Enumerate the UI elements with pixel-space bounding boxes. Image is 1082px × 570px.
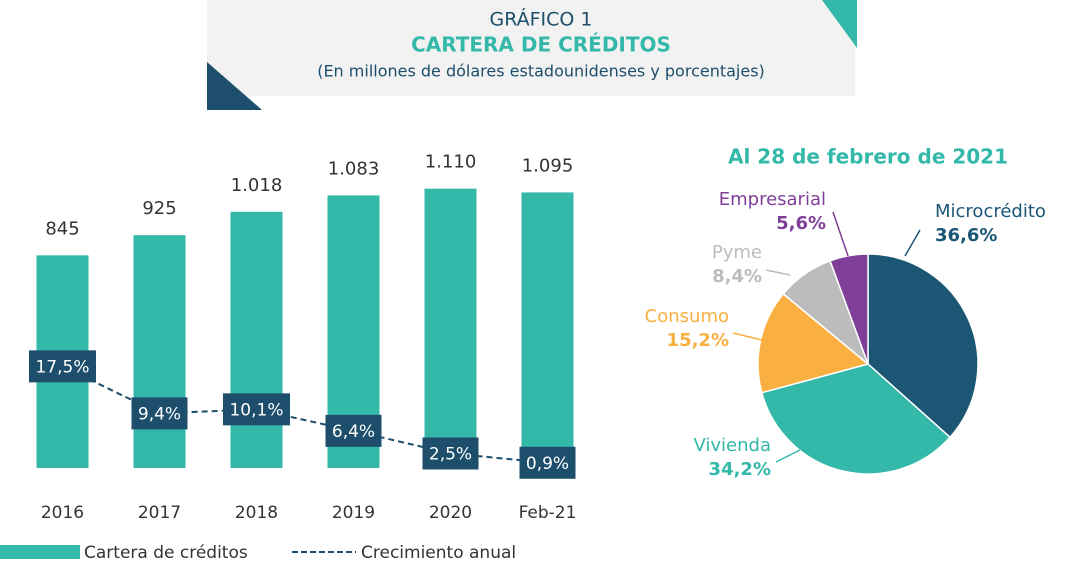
bar — [521, 192, 574, 469]
growth-label-box — [519, 446, 576, 479]
bar-label: 845 — [45, 218, 79, 239]
bar-label: 1.083 — [328, 158, 380, 179]
growth-label: 17,5% — [35, 357, 89, 377]
slice-name: Vivienda — [693, 435, 771, 456]
growth-label-box — [131, 397, 188, 430]
bar-label: 1.095 — [522, 155, 574, 176]
pie-slice — [829, 253, 869, 365]
x-tick-label: 2020 — [429, 503, 472, 523]
leader-line — [832, 211, 849, 257]
leader-line — [732, 332, 763, 341]
bar — [230, 211, 283, 468]
growth-label-box — [29, 350, 96, 383]
x-tick-label: 2019 — [332, 503, 375, 523]
growth-label-box — [422, 437, 479, 470]
slice-name: Empresarial — [719, 189, 826, 210]
bar — [133, 235, 186, 468]
growth-label-box — [223, 393, 290, 426]
leader-line — [904, 229, 921, 257]
x-tick-label: 2016 — [41, 503, 84, 523]
pie-slice — [760, 363, 952, 475]
pie-slice — [867, 253, 979, 439]
bar-label: 1.110 — [425, 152, 477, 173]
slice-name: Microcrédito — [935, 201, 1046, 222]
legend-swatch — [0, 545, 80, 559]
bar-label: 1.018 — [231, 175, 283, 196]
growth-label: 10,1% — [229, 400, 283, 420]
x-tick-label: 2017 — [138, 503, 181, 523]
slice-name: Consumo — [645, 306, 729, 327]
bar — [424, 188, 477, 468]
bar-label: 925 — [142, 198, 176, 219]
slice-label: 15,2% — [667, 330, 729, 351]
growth-label: 0,9% — [526, 454, 569, 474]
leader-line — [765, 269, 791, 276]
growth-label-box — [325, 414, 382, 447]
header-box — [207, 0, 855, 96]
growth-label: 9,4% — [138, 404, 181, 424]
legend-label: Cartera de créditos — [84, 543, 248, 563]
growth-label: 2,5% — [429, 444, 472, 464]
x-tick-label: 2018 — [235, 503, 278, 523]
leader-line — [775, 449, 801, 463]
growth-label: 6,4% — [332, 422, 375, 442]
slice-label: 8,4% — [712, 266, 762, 287]
header-subtitle: (En millones de dólares estadounidenses … — [317, 62, 765, 81]
slice-label: 5,6% — [776, 213, 826, 234]
pie-slice — [757, 292, 870, 394]
slice-name: Pyme — [712, 242, 762, 263]
legend-label: Crecimiento anual — [361, 543, 516, 563]
header-label: GRÁFICO 1 — [489, 8, 592, 31]
header-title: CARTERA DE CRÉDITOS — [411, 33, 671, 57]
slice-label: 36,6% — [935, 225, 997, 246]
header-decor — [822, 0, 857, 48]
x-tick-label: Feb-21 — [519, 503, 577, 523]
pie-title: Al 28 de febrero de 2021 — [728, 145, 1008, 169]
slice-label: 34,2% — [709, 459, 771, 480]
header-decor — [207, 62, 262, 110]
